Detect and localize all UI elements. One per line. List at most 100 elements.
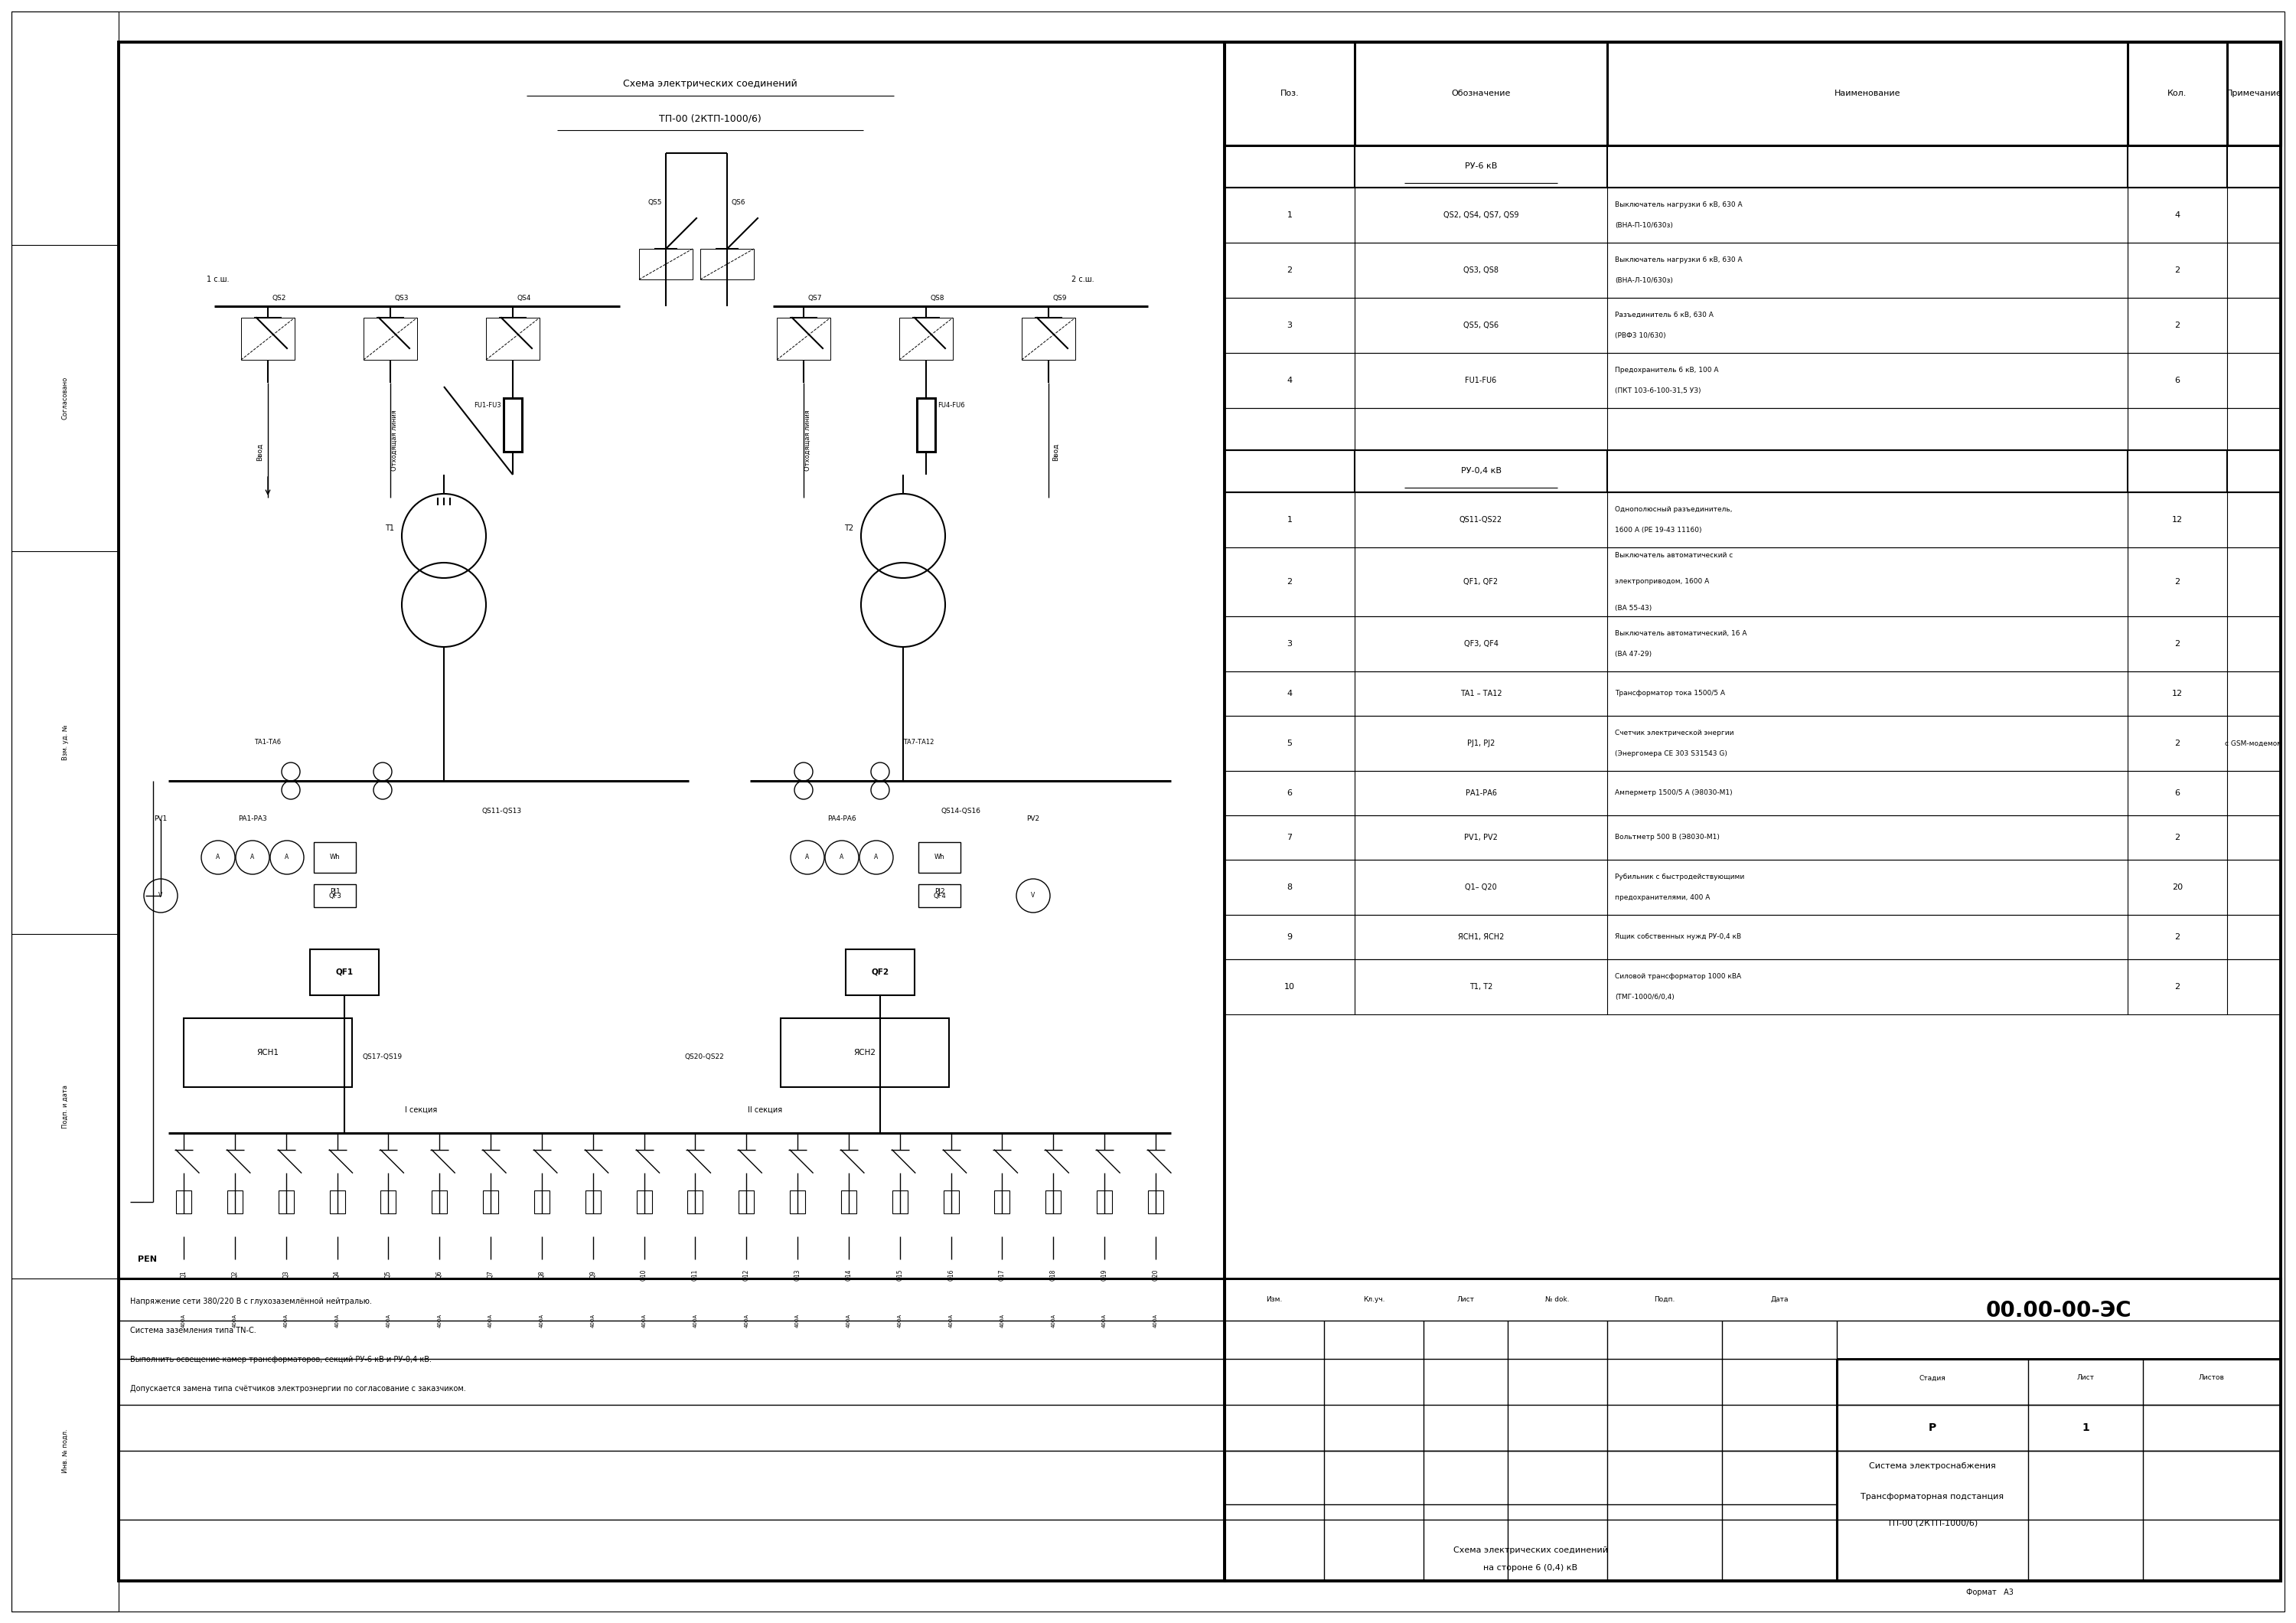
Text: QF2: QF2 [870,969,889,975]
Text: 400А: 400А [794,1313,799,1328]
Text: Выключатель нагрузки 6 кВ, 630 А: Выключатель нагрузки 6 кВ, 630 А [1614,256,1743,263]
Bar [1148,1190,1164,1214]
Bar [1224,188,2280,243]
Bar [241,318,294,360]
Text: электроприводом, 1600 А: электроприводом, 1600 А [1614,578,1708,586]
Bar [700,248,753,279]
Text: Q16: Q16 [948,1269,955,1281]
Text: QS7: QS7 [808,295,822,302]
Text: Q1: Q1 [179,1271,188,1279]
Text: PEN: PEN [138,1256,156,1263]
Text: FU1-FU6: FU1-FU6 [1465,377,1497,385]
Text: Трансформатор тока 1500/5 А: Трансформатор тока 1500/5 А [1614,690,1724,696]
Text: Система электроснабжения: Система электроснабжения [1869,1462,1995,1470]
Text: 400А: 400А [847,1313,852,1328]
Text: (ПКТ 103-6-100-31,5 УЗ): (ПКТ 103-6-100-31,5 УЗ) [1614,388,1701,394]
Text: на стороне 6 (0,4) кВ: на стороне 6 (0,4) кВ [1483,1565,1577,1571]
Text: Р: Р [1929,1422,1936,1433]
Text: ТП-00 (2КТП-1000/6): ТП-00 (2КТП-1000/6) [1887,1519,1977,1527]
Text: Однополюсный разъединитель,: Однополюсный разъединитель, [1614,506,1731,513]
Bar [1224,915,2280,959]
Text: 4: 4 [1286,690,1293,698]
Text: T1: T1 [386,524,395,532]
Bar [363,318,418,360]
Text: 9: 9 [1286,933,1293,941]
Bar [1224,771,2280,815]
Bar [1224,243,2280,297]
Text: 400А: 400А [744,1313,748,1328]
Text: Формат   А3: Формат А3 [1965,1589,2014,1595]
Bar [1224,352,2280,407]
Text: Кл.уч.: Кл.уч. [1364,1297,1384,1303]
Bar [1224,450,2280,492]
Bar [893,1190,907,1214]
Text: Отходящая линия: Отходящая линия [390,409,397,471]
Text: Кол.: Кол. [2167,89,2188,97]
Text: Выключатель нагрузки 6 кВ, 630 А: Выключатель нагрузки 6 кВ, 630 А [1614,201,1743,208]
Text: 2 с.ш.: 2 с.ш. [1072,276,1095,284]
Text: A: A [250,854,255,860]
Bar [1045,1190,1061,1214]
Text: QS2, QS4, QS7, QS9: QS2, QS4, QS7, QS9 [1444,211,1518,219]
Text: Лист: Лист [2076,1375,2094,1381]
Bar [1224,959,2280,1014]
Text: 400А: 400А [643,1313,647,1328]
Text: 2: 2 [2174,266,2181,274]
Text: Примечание: Примечание [2227,89,2282,97]
Bar [177,1190,191,1214]
Text: FU4-FU6: FU4-FU6 [937,403,964,409]
Bar [1224,407,2280,450]
Text: 12: 12 [2172,516,2183,524]
Text: Листов: Листов [2200,1375,2225,1381]
Bar [845,949,914,995]
Text: ТА1-ТА6: ТА1-ТА6 [255,738,282,747]
Text: РJ2: РJ2 [934,888,946,896]
Text: 1: 1 [1288,516,1293,524]
Bar [916,398,934,451]
Text: QS3, QS8: QS3, QS8 [1463,266,1499,274]
Text: Q3: Q3 [282,1271,289,1279]
Bar [781,1018,948,1087]
Bar [1224,146,2280,188]
Text: 400А: 400А [898,1313,902,1328]
Bar [119,1279,1224,1581]
Text: 4: 4 [1286,377,1293,385]
Text: Ввод: Ввод [1052,443,1058,461]
Text: QS17-QS19: QS17-QS19 [363,1053,402,1060]
Text: 2: 2 [2174,933,2181,941]
Text: QS5: QS5 [647,200,661,206]
Text: № dok.: № dok. [1545,1297,1570,1303]
Bar [1224,860,2280,915]
Text: QS11-QS22: QS11-QS22 [1460,516,1502,524]
Text: 400А: 400А [693,1313,698,1328]
Text: Изм.: Изм. [1265,1297,1283,1303]
Text: 1 с.ш.: 1 с.ш. [207,276,230,284]
Text: QS6: QS6 [730,200,744,206]
Text: QS2: QS2 [271,295,285,302]
Text: Q15: Q15 [895,1269,902,1281]
Bar [482,1190,498,1214]
Bar [315,842,356,873]
Bar [535,1190,549,1214]
Text: Q4: Q4 [333,1271,340,1279]
Text: ТА1 – ТА12: ТА1 – ТА12 [1460,690,1502,698]
Bar [1224,716,2280,771]
Text: предохранителями, 400 А: предохранителями, 400 А [1614,894,1711,901]
Bar [1097,1190,1111,1214]
Text: QF1, QF2: QF1, QF2 [1463,578,1499,586]
Text: (ВА 47-29): (ВА 47-29) [1614,651,1651,657]
Text: Q14: Q14 [845,1269,852,1281]
Text: 400А: 400А [1153,1313,1157,1328]
Text: 8: 8 [1286,883,1293,891]
Text: Q7: Q7 [487,1271,494,1279]
Text: 1: 1 [2082,1422,2089,1433]
Text: (РВФ3 10/630): (РВФ3 10/630) [1614,333,1667,339]
Bar [487,318,540,360]
Bar [432,1190,448,1214]
Text: РА4-РА6: РА4-РА6 [827,816,856,823]
Text: РV1: РV1 [154,816,168,823]
Text: 1600 А (РЕ 19-43 11160): 1600 А (РЕ 19-43 11160) [1614,527,1701,534]
Text: 2: 2 [2174,984,2181,990]
Bar [1022,318,1075,360]
Text: 2: 2 [2174,321,2181,329]
